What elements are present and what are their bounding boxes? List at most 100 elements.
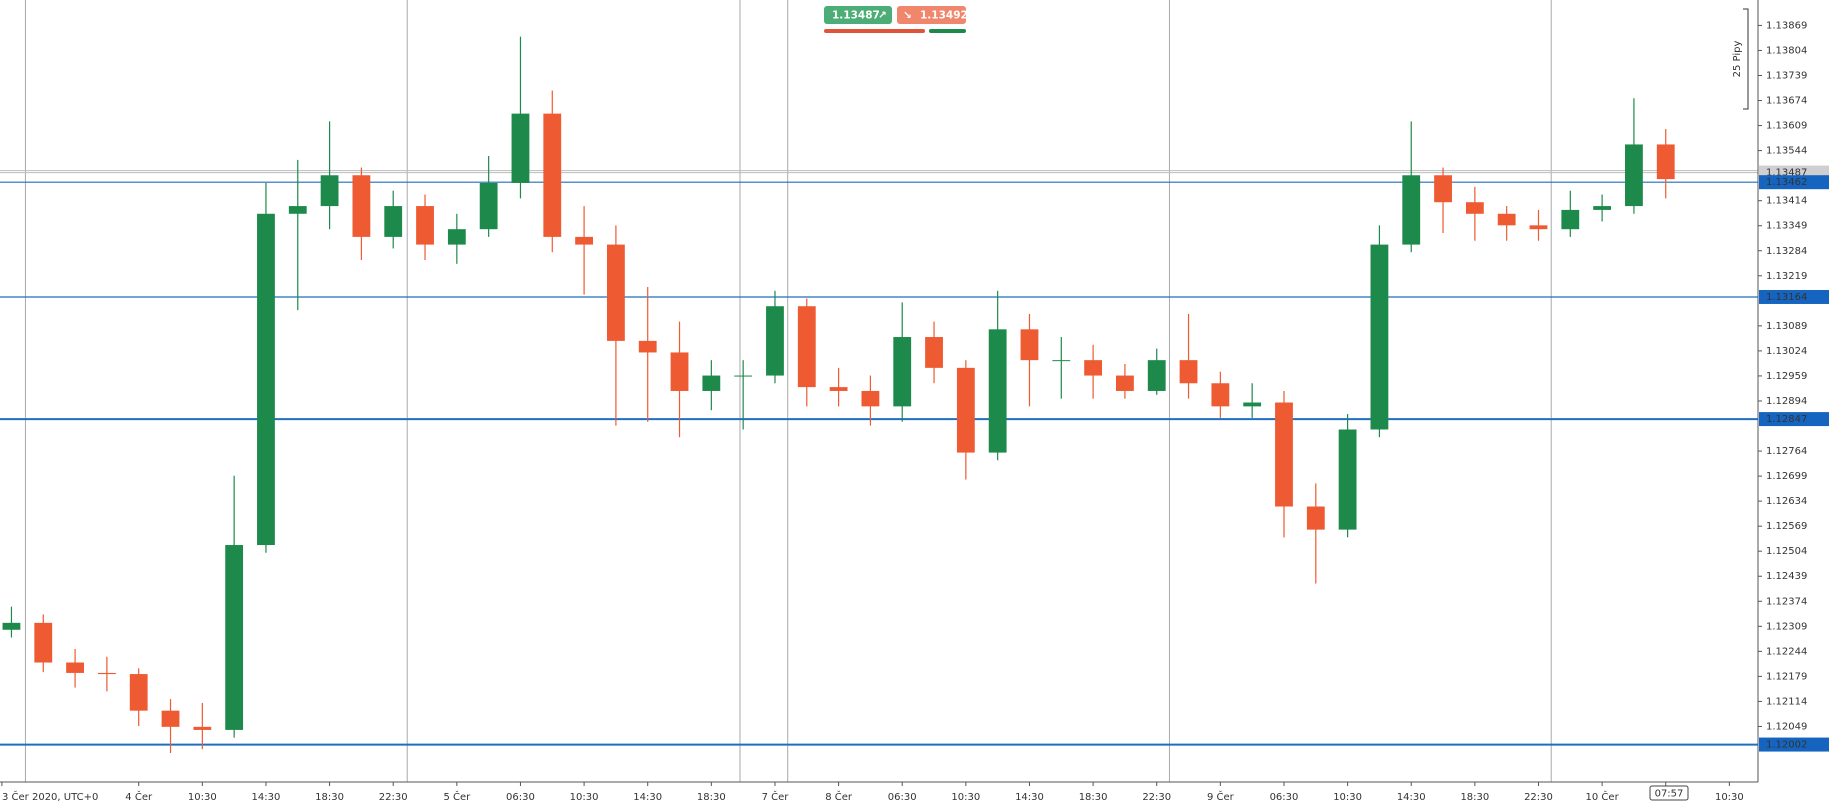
candle-body — [2, 622, 21, 630]
candle-body — [893, 337, 912, 407]
candle-body — [1402, 175, 1421, 245]
y-tick-label: 1.13024 — [1766, 346, 1807, 357]
candle-body — [1370, 244, 1389, 430]
y-tick-label: 1.13219 — [1766, 271, 1807, 282]
x-tick-label: 14:30 — [633, 792, 662, 803]
x-tick-label: 22:30 — [379, 792, 408, 803]
level-label-box — [1759, 412, 1829, 427]
sell-button[interactable] — [824, 6, 892, 24]
candle-body — [416, 206, 434, 245]
candle-body — [1465, 202, 1484, 214]
countdown: 07:57 — [1655, 789, 1684, 800]
x-tick-label: 4 Čer — [125, 790, 153, 803]
sentiment-buy — [929, 29, 966, 33]
candle-body — [1147, 360, 1166, 391]
countdown-box — [1649, 785, 1689, 801]
candle-body — [34, 622, 53, 663]
candle-body — [766, 306, 784, 376]
level-label: 1.13164 — [1766, 292, 1807, 303]
candle-body — [829, 387, 848, 391]
y-tick-label: 1.13089 — [1766, 321, 1807, 332]
y-tick-label: 1.12439 — [1766, 571, 1807, 582]
candle-body — [320, 175, 339, 207]
x-tick-label: 10:30 — [951, 792, 980, 803]
candle-body — [1625, 144, 1643, 207]
y-tick-label: 1.12179 — [1766, 671, 1807, 682]
x-tick-label: 14:30 — [1015, 792, 1044, 803]
candle-body — [225, 545, 244, 730]
y-tick-label: 1.13544 — [1766, 146, 1807, 157]
candle-body — [638, 340, 657, 353]
day-separators — [24, 0, 1552, 782]
x-tick-label: 9 Čer — [1207, 790, 1235, 803]
x-tick-label: 5 Čer — [443, 790, 471, 803]
candle-body — [702, 375, 721, 391]
candle-body — [161, 710, 180, 727]
candle-body — [543, 113, 562, 237]
candle-body — [511, 113, 530, 183]
y-tick-label: 1.12569 — [1766, 521, 1807, 532]
candle-body — [479, 182, 498, 230]
candle-body — [861, 390, 880, 407]
candle-body — [1529, 225, 1548, 230]
x-tick-label: 06:30 — [506, 792, 535, 803]
candle-body — [575, 236, 593, 245]
range-bracket — [1743, 8, 1749, 110]
y-tick-label: 1.12894 — [1766, 396, 1807, 407]
candle-body — [97, 672, 116, 675]
y-tick-label: 1.12699 — [1766, 471, 1807, 482]
level-label-box — [1759, 737, 1829, 752]
range-label: 25 Pipy — [1732, 41, 1743, 78]
candle-body — [1497, 213, 1516, 226]
y-tick-label: 1.13414 — [1766, 196, 1807, 207]
x-tick-label: 10:30 — [1333, 792, 1362, 803]
candle-body — [606, 244, 625, 341]
candle-body — [66, 662, 84, 673]
y-tick-label: 1.13674 — [1766, 96, 1807, 107]
candle-body — [670, 352, 689, 391]
x-tick-label: 3 Čer 2020, UTC+0 — [2, 790, 98, 803]
x-tick-label: 10:30 — [570, 792, 599, 803]
candle-body — [1275, 402, 1293, 507]
y-tick-label: 1.12634 — [1766, 496, 1807, 507]
x-tick-label: 14:30 — [252, 792, 281, 803]
y-tick-label: 1.13739 — [1766, 70, 1807, 81]
candle-body — [1211, 383, 1230, 407]
x-tick-label: 22:30 — [1142, 792, 1171, 803]
y-tick-label: 1.12764 — [1766, 446, 1807, 457]
x-tick-label: 18:30 — [1460, 792, 1489, 803]
ask-price: 1.13492 — [920, 10, 968, 22]
candle-body — [257, 213, 275, 546]
candle-body — [447, 229, 466, 245]
level-label-box — [1759, 289, 1829, 304]
sentiment-sell — [824, 29, 925, 33]
x-tick-label: 06:30 — [888, 792, 917, 803]
candle-body — [1052, 360, 1071, 362]
y-tick-label: 1.12309 — [1766, 621, 1807, 632]
candle-body — [1116, 375, 1134, 391]
candle-body — [988, 329, 1007, 453]
x-tick-label: 7 Čer — [762, 790, 790, 803]
trade-buttons: 1.13487 ↗ ↘ 1.13492 — [824, 6, 968, 33]
x-tick-label: 10:30 — [188, 792, 217, 803]
plot — [0, 36, 1758, 754]
candle-body — [1020, 329, 1039, 361]
candle-body — [193, 726, 212, 730]
time-axis: 3 Čer 2020, UTC+0 4 Čer 10:30 14:30 18:30 22:… — [1, 782, 1744, 803]
candle-body — [129, 674, 148, 711]
candle-body — [797, 306, 816, 388]
candle-body — [1338, 429, 1357, 530]
y-tick-label: 1.13284 — [1766, 246, 1807, 257]
bid-label: 1.13487 — [1766, 168, 1807, 179]
candle-body — [1084, 360, 1103, 376]
candle-body — [1656, 144, 1675, 180]
arrow-down: ↘ — [903, 10, 912, 22]
x-tick-label: 10 Čer — [1586, 790, 1620, 803]
level-label: 1.13462 — [1766, 177, 1807, 188]
candle-body — [925, 337, 943, 368]
buy-button[interactable] — [897, 6, 966, 24]
x-tick-label: 06:30 — [1270, 792, 1299, 803]
y-tick-label: 1.13349 — [1766, 221, 1807, 232]
